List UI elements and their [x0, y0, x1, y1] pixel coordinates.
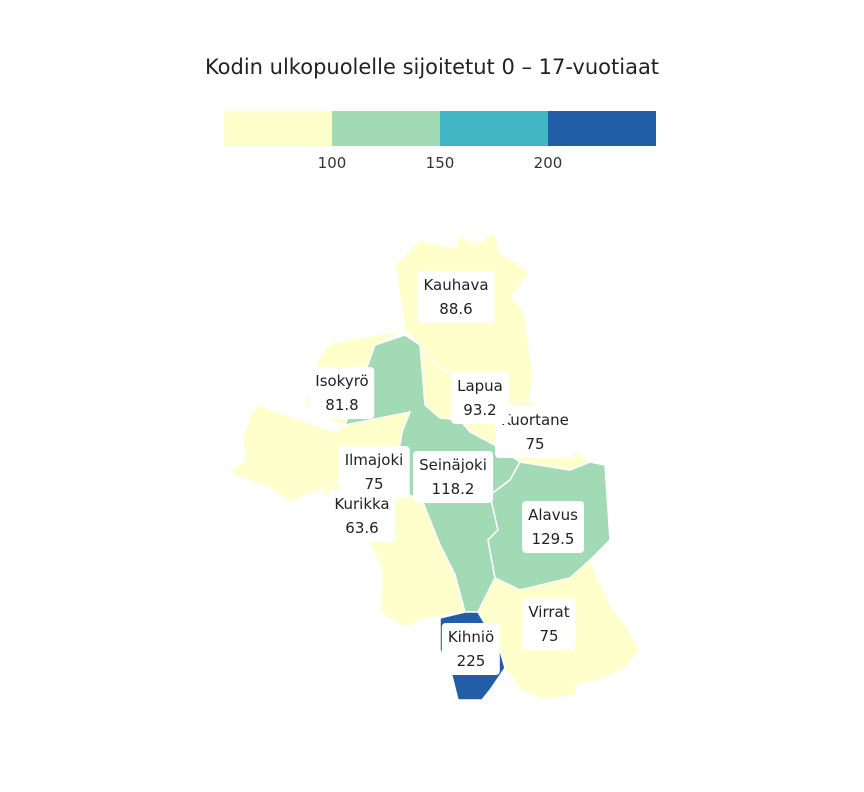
region-name: Kuortane — [501, 411, 569, 429]
legend-tick: 100 — [317, 154, 347, 172]
region-name: Isokyrö — [315, 372, 369, 390]
region-label-kauhava: Kauhava 88.6 — [417, 271, 495, 323]
region-name: Lapua — [457, 377, 503, 395]
legend-swatch-1 — [224, 111, 332, 146]
region-label-virrat: Virrat 75 — [522, 598, 576, 650]
legend-tick: 200 — [533, 154, 563, 172]
region-label-isokyro: Isokyrö 81.8 — [309, 367, 375, 419]
region-name: Alavus — [528, 506, 578, 524]
region-value: 225 — [456, 652, 486, 670]
region-value: 75 — [539, 627, 559, 645]
legend-swatch-3 — [440, 111, 548, 146]
legend-swatch-2 — [332, 111, 440, 146]
region-name: Kurikka — [334, 495, 390, 513]
legend-swatch-4 — [548, 111, 656, 146]
region-value: 75 — [525, 435, 545, 453]
region-value: 81.8 — [325, 396, 359, 414]
region-label-kihnio: Kihniö 225 — [441, 623, 501, 675]
region-label-ilmajoki: Ilmajoki 75 — [338, 446, 410, 498]
region-name: Seinäjoki — [419, 456, 487, 474]
region-label-alavus: Alavus 129.5 — [522, 501, 584, 553]
region-value: 129.5 — [531, 530, 575, 548]
region-value: 118.2 — [431, 480, 475, 498]
region-value: 63.6 — [345, 519, 379, 537]
color-legend — [224, 111, 656, 146]
region-label-lapua: Lapua 93.2 — [451, 372, 509, 424]
region-value: 75 — [364, 475, 384, 493]
region-name: Virrat — [528, 603, 570, 621]
region-name: Kihniö — [447, 628, 495, 646]
map-title: Kodin ulkopuolelle sijoitetut 0 – 17-vuo… — [204, 55, 660, 79]
region-name: Ilmajoki — [344, 451, 404, 469]
region-value: 93.2 — [463, 401, 497, 419]
region-value: 88.6 — [439, 300, 473, 318]
region-label-kurikka: Kurikka 63.6 — [328, 490, 396, 542]
legend-tick: 150 — [425, 154, 455, 172]
region-name: Kauhava — [423, 276, 489, 294]
region-label-seinajoki: Seinäjoki 118.2 — [413, 451, 493, 503]
